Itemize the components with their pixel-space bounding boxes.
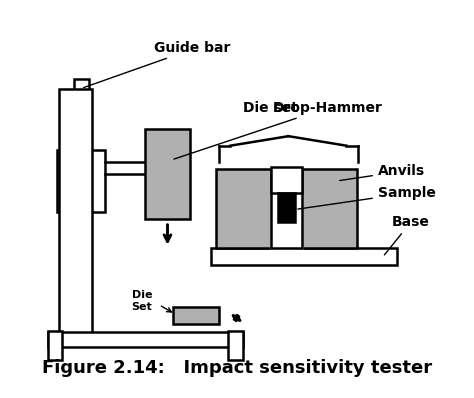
Bar [228, 331, 243, 360]
Bar [271, 170, 302, 248]
Bar [47, 332, 243, 347]
Text: Die set: Die set [243, 101, 298, 115]
Text: Anvils: Anvils [340, 164, 425, 181]
Bar [271, 170, 302, 248]
Bar [59, 89, 92, 336]
Text: Base: Base [384, 215, 430, 255]
Bar [81, 94, 85, 341]
Bar [216, 170, 271, 248]
Bar [74, 79, 90, 336]
Bar [145, 129, 191, 219]
Bar [271, 167, 302, 193]
Bar [173, 306, 219, 324]
Bar [76, 89, 90, 303]
Text: Die
Set: Die Set [131, 290, 152, 312]
Text: Sample: Sample [298, 186, 436, 209]
Bar [302, 170, 357, 248]
Bar [211, 248, 397, 265]
Bar [278, 193, 295, 222]
Bar [47, 331, 62, 360]
Text: Guide bar: Guide bar [83, 41, 230, 88]
Text: Drop-Hammer: Drop-Hammer [174, 101, 383, 159]
Bar [57, 150, 105, 212]
Text: Figure 2.14:   Impact sensitivity tester: Figure 2.14: Impact sensitivity tester [42, 359, 432, 377]
